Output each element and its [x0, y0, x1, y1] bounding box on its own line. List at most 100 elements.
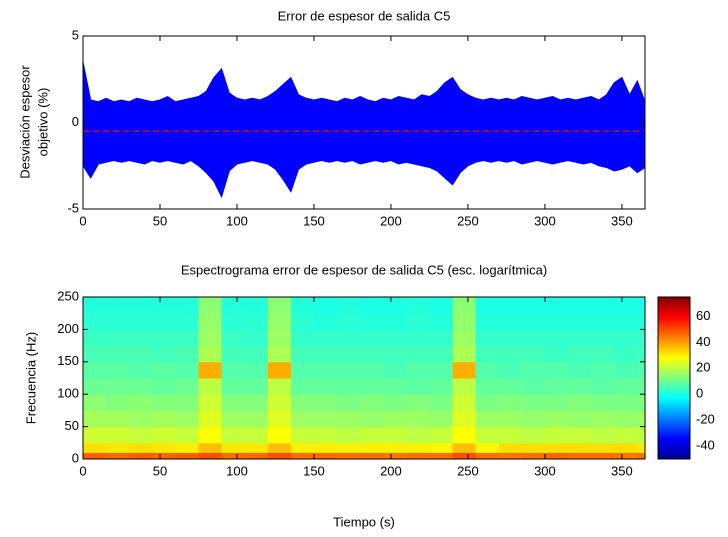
heat-cell — [591, 297, 615, 314]
heat-cell — [83, 394, 107, 411]
heat-cell — [129, 442, 153, 454]
heat-cell — [544, 297, 569, 314]
heat-cell — [244, 313, 269, 330]
heat-cell — [637, 394, 646, 411]
heat-cell — [544, 313, 569, 330]
x-tick-label: 300 — [534, 463, 556, 478]
heat-cell — [360, 394, 384, 411]
heat-cell — [129, 313, 153, 330]
y-axis-label: Frecuencia (Hz) — [23, 332, 38, 424]
heat-cell — [452, 410, 477, 428]
heat-cell — [637, 378, 646, 395]
heat-cell — [106, 452, 130, 460]
x-tick-label: 250 — [457, 213, 479, 228]
y-tick-label: -5 — [67, 200, 79, 215]
y-tick-label: 250 — [57, 288, 79, 303]
heat-cell — [360, 361, 384, 379]
heat-cell — [614, 410, 638, 428]
heat-cell — [521, 313, 546, 330]
heat-cell — [244, 452, 269, 460]
heat-cell — [452, 313, 477, 330]
heat-cell — [383, 361, 407, 379]
heat-cell — [544, 452, 569, 460]
colorbar-tick-label: 40 — [696, 334, 710, 349]
heat-cell — [290, 345, 315, 363]
heat-cell — [614, 452, 638, 460]
heat-cell — [313, 442, 338, 454]
colorbar-tick-label: 0 — [696, 386, 703, 401]
heat-cell — [106, 345, 130, 363]
heat-cell — [152, 345, 176, 363]
x-tick-label: 150 — [303, 213, 325, 228]
heat-cell — [475, 361, 500, 379]
heat-cell — [244, 394, 269, 411]
heat-cell — [244, 329, 269, 347]
x-tick-label: 50 — [153, 463, 167, 478]
heat-cell — [337, 426, 361, 444]
heat-cell — [360, 452, 384, 460]
heat-cell — [175, 410, 199, 428]
heat-cell — [452, 378, 477, 395]
heat-cell — [221, 426, 246, 444]
heat-cell — [498, 410, 523, 428]
heat-cell — [406, 297, 430, 314]
heat-cell — [383, 297, 407, 314]
heat-cell — [475, 426, 500, 444]
heat-cell — [106, 329, 130, 347]
heat-cell — [129, 410, 153, 428]
heat-cell — [290, 378, 315, 395]
heat-cell — [406, 313, 430, 330]
heat-cell — [406, 378, 430, 395]
heat-cell — [591, 313, 615, 330]
heat-cell — [313, 297, 338, 314]
y-tick-label: 150 — [57, 353, 79, 368]
heat-cell — [614, 361, 638, 379]
y-tick-label: 200 — [57, 321, 79, 336]
heat-cell — [267, 361, 292, 379]
x-tick-label: 350 — [611, 213, 633, 228]
heat-cell — [637, 297, 646, 314]
signal-envelope — [83, 122, 645, 199]
heat-cell — [221, 313, 246, 330]
colorbar — [657, 296, 691, 460]
y-tick-label: 100 — [57, 386, 79, 401]
x-tick-label: 50 — [153, 213, 167, 228]
heat-cell — [475, 313, 500, 330]
heat-cell — [244, 410, 269, 428]
heat-cell — [221, 410, 246, 428]
heat-cell — [267, 378, 292, 395]
heat-cell — [544, 345, 569, 363]
heat-cell — [568, 345, 592, 363]
heat-cell — [498, 345, 523, 363]
heat-cell — [290, 361, 315, 379]
heat-cell — [452, 442, 477, 454]
heat-cell — [198, 452, 223, 460]
heat-cell — [152, 452, 176, 460]
axes-box — [82, 296, 646, 460]
heat-cell — [544, 410, 569, 428]
heat-cell — [429, 378, 454, 395]
heat-cell — [544, 378, 569, 395]
heat-cell — [129, 452, 153, 460]
heat-cell — [290, 426, 315, 444]
heat-cell — [591, 345, 615, 363]
heat-cell — [267, 345, 292, 363]
heat-cell — [591, 442, 615, 454]
heat-cell — [475, 297, 500, 314]
heat-cell — [383, 394, 407, 411]
heat-cell — [337, 345, 361, 363]
x-tick-label: 200 — [380, 463, 402, 478]
heat-cell — [221, 345, 246, 363]
heat-cell — [221, 394, 246, 411]
heat-cell — [337, 394, 361, 411]
heat-cell — [429, 394, 454, 411]
heat-cell — [267, 297, 292, 314]
heat-cell — [152, 329, 176, 347]
heat-cell — [360, 426, 384, 444]
heat-cell — [614, 394, 638, 411]
heat-cell — [198, 378, 223, 395]
heat-cell — [614, 426, 638, 444]
heat-cell — [106, 378, 130, 395]
heat-cell — [383, 442, 407, 454]
